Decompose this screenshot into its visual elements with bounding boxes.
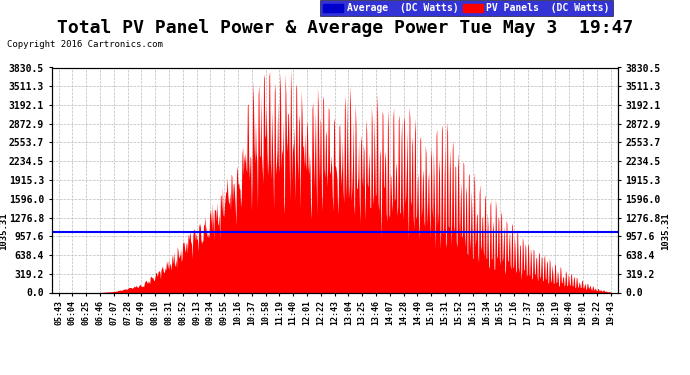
Text: 1035.31: 1035.31 xyxy=(0,213,8,250)
Text: Copyright 2016 Cartronics.com: Copyright 2016 Cartronics.com xyxy=(7,40,163,49)
Text: Total PV Panel Power & Average Power Tue May 3  19:47: Total PV Panel Power & Average Power Tue… xyxy=(57,19,633,37)
Legend: Average  (DC Watts), PV Panels  (DC Watts): Average (DC Watts), PV Panels (DC Watts) xyxy=(320,0,613,16)
Text: 1035.31: 1035.31 xyxy=(661,213,670,250)
